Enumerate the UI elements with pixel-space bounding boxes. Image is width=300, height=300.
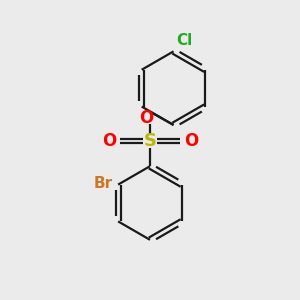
Text: S: S <box>143 132 157 150</box>
Text: O: O <box>139 109 154 127</box>
Text: O: O <box>184 132 198 150</box>
Text: Cl: Cl <box>176 33 192 48</box>
Text: Br: Br <box>94 176 113 190</box>
Text: O: O <box>102 132 116 150</box>
